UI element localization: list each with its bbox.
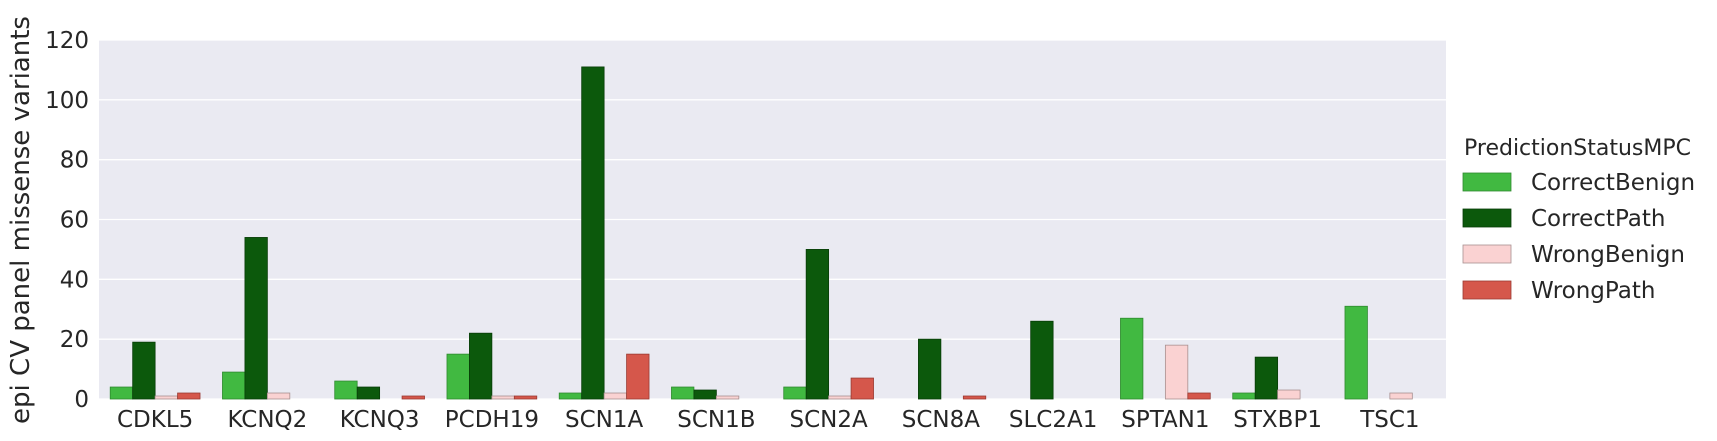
bar-correctbenign-pcdh19 xyxy=(446,353,470,400)
y-tick-label: 120 xyxy=(45,28,89,54)
bar-correctbenign-tsc1 xyxy=(1344,305,1368,400)
bar-correctpath-cdkl5 xyxy=(132,341,156,400)
bar-correctpath-stxbp1 xyxy=(1254,356,1279,400)
bar-correctpath-scn1a xyxy=(581,66,605,400)
bar-correctbenign-kcnq3 xyxy=(334,380,358,400)
legend-label-wrongpath: WrongPath xyxy=(1531,278,1655,304)
legend-label-wrongbenign: WrongBenign xyxy=(1531,242,1685,268)
bar-wrongpath-scn1a xyxy=(626,353,650,400)
y-tick-label: 100 xyxy=(45,88,89,114)
bar-correctbenign-scn1a xyxy=(558,392,583,400)
x-tick-label: TSC1 xyxy=(1359,407,1419,433)
x-tick-label: CDKL5 xyxy=(117,407,193,433)
bar-wrongpath-kcnq3 xyxy=(401,395,425,400)
bar-correctpath-scn2a xyxy=(805,249,830,400)
bar-wrongbenign-scn1a xyxy=(603,392,627,400)
bar-wrongbenign-scn1b xyxy=(715,395,740,400)
x-tick-label: KCNQ2 xyxy=(227,407,307,433)
x-tick-label: SPTAN1 xyxy=(1121,407,1209,433)
bar-correctbenign-cdkl5 xyxy=(109,386,134,400)
bar-wrongbenign-stxbp1 xyxy=(1277,389,1301,400)
y-tick-label: 80 xyxy=(60,148,89,174)
legend-swatch-wrongpath xyxy=(1462,280,1512,300)
legend-swatch-wrongbenign xyxy=(1462,244,1512,264)
x-tick-label: SCN2A xyxy=(790,407,868,433)
legend: PredictionStatusMPC CorrectBenign Correct… xyxy=(1462,136,1695,304)
bar-correctpath-scn1b xyxy=(693,389,717,400)
bar-correctbenign-kcnq2 xyxy=(222,371,246,400)
x-tick-label: KCNQ3 xyxy=(340,407,420,433)
bar-correctpath-pcdh19 xyxy=(469,332,493,400)
bar-wrongpath-pcdh19 xyxy=(513,395,538,400)
x-tick-label: PCDH19 xyxy=(445,407,539,433)
bar-correctpath-slc2a1 xyxy=(1030,320,1054,400)
y-axis-label: epi CV panel missense variants xyxy=(6,16,36,424)
x-tick-label: STXBP1 xyxy=(1233,407,1322,433)
bar-wrongpath-cdkl5 xyxy=(177,392,201,400)
bar-wrongpath-scn8a xyxy=(962,395,987,400)
legend-label-correctpath: CorrectPath xyxy=(1531,206,1665,232)
x-tick-label: SCN1A xyxy=(565,407,643,433)
bar-wrongbenign-kcnq2 xyxy=(266,392,291,400)
x-tick-label: SLC2A1 xyxy=(1009,407,1097,433)
bar-wrongpath-scn2a xyxy=(850,377,874,400)
grid-lines xyxy=(99,39,1446,400)
bars xyxy=(109,66,1413,400)
legend-swatch-correctpath xyxy=(1462,208,1512,228)
bar-wrongbenign-scn2a xyxy=(828,395,852,400)
bar-wrongbenign-pcdh19 xyxy=(491,395,515,400)
y-tick-label: 0 xyxy=(74,387,89,413)
bar-wrongbenign-cdkl5 xyxy=(154,395,178,400)
y-tick-label: 20 xyxy=(60,327,89,353)
bar-correctpath-scn8a xyxy=(918,338,942,400)
bar-wrongpath-sptan1 xyxy=(1187,392,1211,400)
bar-correctbenign-stxbp1 xyxy=(1232,392,1256,400)
bar-correctbenign-scn2a xyxy=(783,386,807,400)
legend-title: PredictionStatusMPC xyxy=(1464,136,1691,161)
bar-correctpath-kcnq2 xyxy=(244,237,268,400)
bar-correctpath-kcnq3 xyxy=(356,386,381,400)
bar-correctbenign-scn1b xyxy=(671,386,695,400)
y-tick-label: 60 xyxy=(60,208,89,234)
x-axis-ticks: CDKL5 KCNQ2 KCNQ3 PCDH19 SCN1A SCN1B SCN2A SCN8… xyxy=(117,407,1420,433)
legend-swatch-correctbenign xyxy=(1462,172,1512,192)
bar-wrongbenign-sptan1 xyxy=(1164,344,1189,400)
y-axis-ticks: 0 20 40 60 80 100 120 xyxy=(45,28,89,413)
bar-wrongbenign-tsc1 xyxy=(1389,392,1413,400)
x-tick-label: SCN1B xyxy=(677,407,755,433)
bar-correctbenign-sptan1 xyxy=(1120,317,1144,400)
legend-label-correctbenign: CorrectBenign xyxy=(1531,170,1695,196)
x-tick-label: SCN8A xyxy=(902,407,980,433)
y-tick-label: 40 xyxy=(60,267,89,293)
